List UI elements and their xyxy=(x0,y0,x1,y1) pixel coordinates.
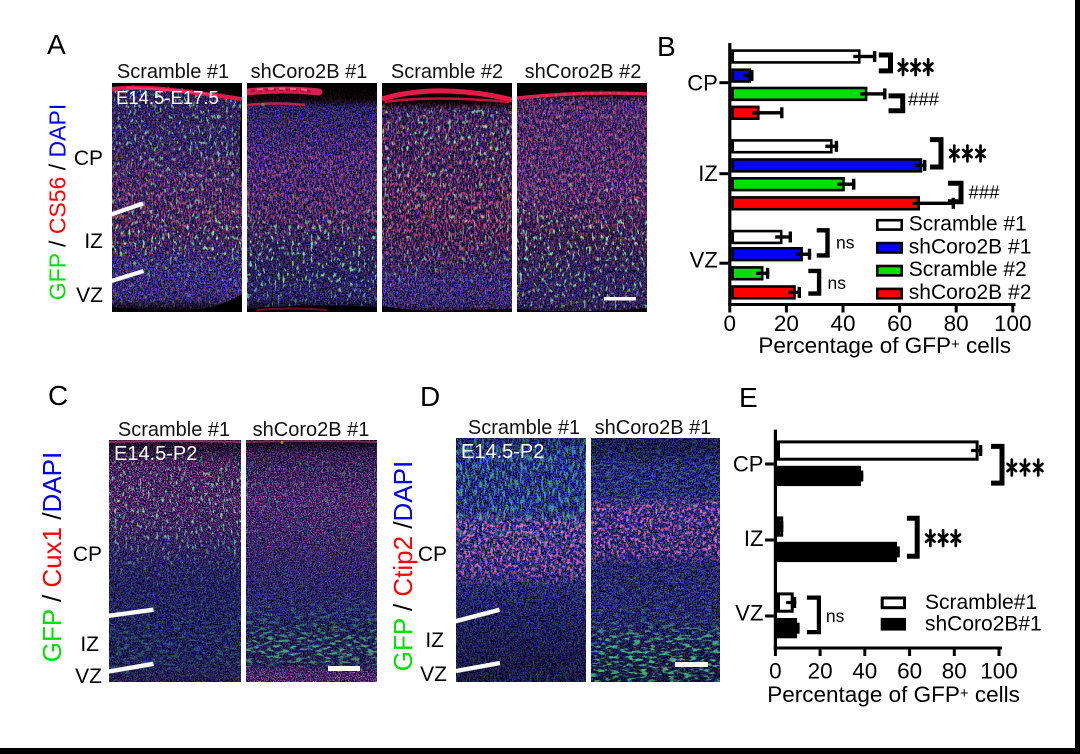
svg-text:###: ### xyxy=(908,88,940,109)
svg-text:60: 60 xyxy=(897,659,922,684)
svg-text:60: 60 xyxy=(887,311,912,336)
svg-text:0: 0 xyxy=(724,311,737,336)
svg-text:Scramble #1: Scramble #1 xyxy=(909,212,1027,235)
svg-text:20: 20 xyxy=(808,659,833,684)
svg-text:Scramble #2: Scramble #2 xyxy=(909,258,1027,281)
svg-text:ns: ns xyxy=(836,233,855,253)
svg-text:IZ: IZ xyxy=(698,161,718,186)
svg-text:CP: CP xyxy=(733,451,764,476)
svg-text:E14.5-E17.5: E14.5-E17.5 xyxy=(116,87,219,108)
svg-text:ns: ns xyxy=(826,606,845,626)
svg-text:Scramble#1: Scramble#1 xyxy=(925,591,1037,614)
svg-text:20: 20 xyxy=(774,311,799,336)
svg-text:80: 80 xyxy=(942,659,967,684)
svg-text:100: 100 xyxy=(980,659,1018,684)
svg-text:100: 100 xyxy=(994,311,1032,336)
svg-text:Percentage of GFP+ cells: Percentage of GFP+ cells xyxy=(758,333,1011,358)
svg-text:0: 0 xyxy=(769,659,782,684)
svg-text:40: 40 xyxy=(852,659,877,684)
svg-text:Percentage of GFP+ cells: Percentage of GFP+ cells xyxy=(767,682,1020,707)
svg-text:shCoro2B #1: shCoro2B #1 xyxy=(909,235,1032,258)
svg-text:IZ: IZ xyxy=(744,526,764,551)
svg-text:E14.5-P2: E14.5-P2 xyxy=(114,443,197,465)
svg-text:E14.5-P2: E14.5-P2 xyxy=(461,441,544,463)
svg-text:80: 80 xyxy=(944,311,969,336)
svg-text:###: ### xyxy=(969,182,1001,203)
svg-text:ns: ns xyxy=(828,273,847,293)
svg-text:VZ: VZ xyxy=(735,601,763,626)
svg-text:shCoro2B #2: shCoro2B #2 xyxy=(909,281,1032,304)
svg-text:40: 40 xyxy=(830,311,855,336)
svg-text:shCoro2B#1: shCoro2B#1 xyxy=(925,613,1042,636)
svg-text:CP: CP xyxy=(687,71,718,96)
svg-text:VZ: VZ xyxy=(690,248,718,273)
